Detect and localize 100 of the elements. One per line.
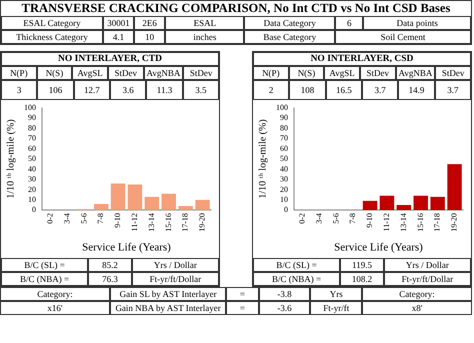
text: Category: (0, 287, 110, 301)
text: Yrs / Dollar (132, 258, 219, 272)
text: 3.7 (362, 80, 398, 100)
x-tick-label: 7-8 (348, 213, 358, 224)
bar (195, 200, 210, 210)
text: -3.6 (258, 301, 310, 315)
text: Data Category (244, 16, 336, 30)
text: 4.1 (102, 30, 134, 44)
x-tick-label: 19-20 (450, 213, 459, 232)
y-tick-label: 50 (280, 154, 288, 164)
text: 6 (335, 16, 364, 30)
text: Data points (363, 16, 471, 30)
text: 3.6 (110, 80, 146, 100)
text: = (226, 287, 259, 301)
text: 2E6 (134, 16, 166, 30)
x-tick-label: 3-4 (62, 213, 72, 224)
text: N(P) (253, 66, 289, 80)
y-tick-label: 0 (32, 205, 36, 214)
x-tick-label: 7-8 (96, 213, 106, 224)
x-axis-title: Service Life (Years) (82, 241, 172, 254)
text: 16.5 (326, 80, 362, 100)
x-tick-label: 9-10 (113, 213, 122, 228)
y-tick-label: 60 (280, 144, 288, 153)
text: 76.3 (88, 272, 132, 286)
y-tick-label: 40 (28, 164, 36, 174)
y-tick-label: 10 (280, 194, 288, 204)
text: B/C (SL) = (253, 258, 340, 272)
text: inches (165, 30, 244, 44)
text: 3 (1, 80, 38, 100)
bar (110, 184, 126, 210)
x-tick-label: 9-10 (365, 213, 374, 228)
x-tick-label: 0-2 (298, 213, 307, 224)
x-tick-label: 15-16 (416, 213, 425, 232)
chart-title: NO INTERLAYER, CTD (1, 52, 219, 66)
text: StDev (183, 66, 219, 80)
bar (447, 164, 462, 210)
text: B/C (NBA) = (1, 272, 88, 286)
y-tick-label: 50 (28, 154, 36, 164)
y-tick-label: 100 (24, 102, 36, 112)
text: N(S) (288, 66, 324, 80)
y-tick-label: 30 (280, 174, 288, 184)
text: Soil Cement (335, 30, 471, 44)
text: N(S) (36, 66, 72, 80)
x-tick-label: 3-4 (314, 213, 324, 224)
text: 119.5 (340, 258, 384, 272)
bar (362, 200, 378, 210)
bar (178, 206, 193, 210)
x-tick-label: 11-12 (382, 213, 392, 232)
text: 11.3 (146, 80, 183, 100)
text: 2 (253, 80, 290, 100)
text: ESAL Category (1, 16, 103, 30)
text: B/C (SL) = (1, 258, 88, 272)
text: Ft-yr/ft (310, 301, 362, 315)
text: Yrs (310, 287, 362, 301)
text: StDev (108, 66, 144, 80)
bar (94, 204, 108, 210)
x-tick-label: 19-20 (198, 213, 207, 232)
text: 3.7 (434, 80, 471, 100)
text: 106 (37, 80, 74, 100)
x-axis-title: Service Life (Years) (334, 241, 424, 254)
y-tick-label: 10 (28, 194, 36, 204)
y-tick-label: 40 (280, 164, 288, 174)
text: 12.7 (74, 80, 110, 100)
x-tick-label: 5-6 (331, 213, 340, 224)
x-tick-label: 0-2 (46, 213, 55, 224)
text: Ft-yr/ft/Dollar (384, 272, 471, 286)
bar (380, 196, 394, 210)
text: TRANSVERSE CRACKING COMPARISON, No Int CTD vs No Int CSD Bases (20, 1, 452, 16)
text: 10 (134, 30, 166, 44)
y-tick-label: 80 (28, 123, 36, 132)
text: Thickness Category (1, 30, 103, 44)
text: 14.9 (398, 80, 435, 100)
y-tick-label: 80 (280, 123, 288, 132)
text: AvgNBA (396, 66, 436, 80)
text: Yrs / Dollar (384, 258, 471, 272)
bar (430, 196, 445, 210)
text: -3.8 (258, 287, 310, 301)
y-tick-label: 90 (28, 113, 36, 122)
text: 3.5 (182, 80, 219, 100)
text: StDev (360, 66, 396, 80)
x-tick-label: 13-14 (146, 213, 156, 232)
y-tick-label: 20 (280, 184, 288, 194)
bar (144, 196, 160, 210)
text: AvgSL (324, 66, 360, 80)
y-tick-label: 90 (280, 113, 288, 122)
y-tick-label: 100 (276, 102, 288, 112)
text: 30001 (102, 16, 134, 30)
bar (162, 194, 176, 210)
text: Gain SL by AST Interlayer (110, 287, 226, 301)
text: x8' (362, 301, 472, 315)
text: B/C (NBA) = (253, 272, 340, 286)
y-tick-label: 20 (28, 184, 36, 194)
x-tick-label: 11-12 (130, 213, 140, 232)
y-tick-label: 0 (284, 205, 288, 214)
text: AvgSL (72, 66, 108, 80)
x-tick-label: 17-18 (432, 213, 442, 232)
x-tick-label: 13-14 (398, 213, 408, 232)
y-tick-label: 70 (280, 134, 288, 143)
text: AvgNBA (144, 66, 184, 80)
text: StDev (435, 66, 471, 80)
